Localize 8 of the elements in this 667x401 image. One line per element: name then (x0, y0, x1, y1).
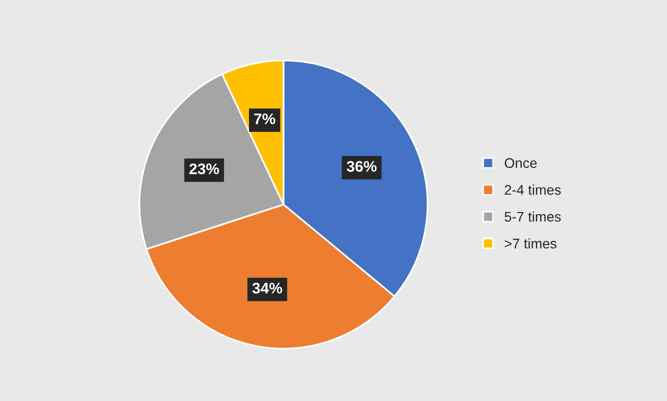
data-label: 34% (252, 282, 282, 294)
data-label: 36% (346, 160, 377, 172)
legend-label: 2-4 times (504, 184, 561, 195)
legend-label: Once (504, 158, 537, 168)
legend-label: 5-7 times (504, 211, 561, 222)
legend-label: >7 times (504, 238, 556, 248)
data-label: 23% (189, 163, 220, 174)
data-label: 7% (254, 113, 276, 124)
